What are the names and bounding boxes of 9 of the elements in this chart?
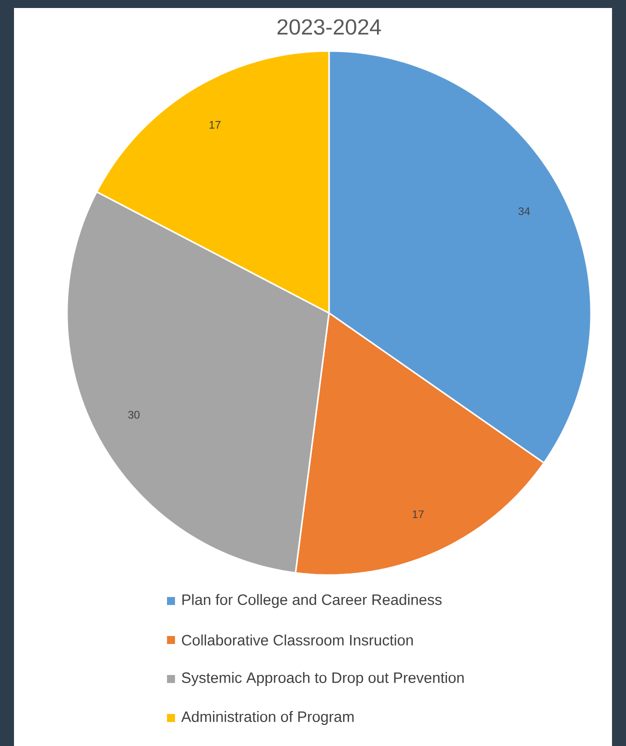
legend-label: Collaborative Classroom Insruction <box>182 634 413 646</box>
data-label: 17 <box>412 510 424 518</box>
data-label: 17 <box>210 121 220 129</box>
data-label: 34 <box>518 207 530 216</box>
legend-label: Administration of Program <box>181 711 354 725</box>
data-label: 30 <box>128 410 140 419</box>
legend-label: Plan for College and Career Readiness <box>182 594 442 608</box>
chart-title: 2023-2024 <box>278 19 381 35</box>
legend-label: Systemic Approach to Drop out Prevention <box>182 672 464 686</box>
